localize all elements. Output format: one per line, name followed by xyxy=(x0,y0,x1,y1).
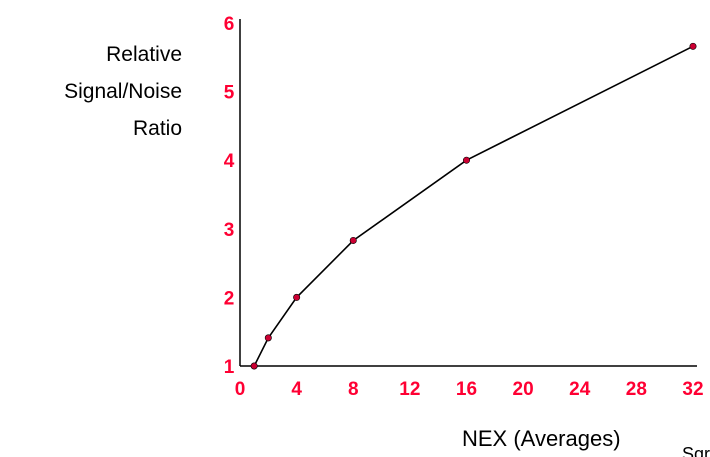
y-tick-label: 2 xyxy=(224,288,235,309)
annotation-text: Sqrt xyxy=(682,444,710,457)
y-axis-title-line-2: Signal/Noise xyxy=(64,80,182,103)
y-tick-label: 3 xyxy=(224,220,235,241)
y-tick-label: 4 xyxy=(224,151,235,172)
axes xyxy=(239,19,697,367)
data-point xyxy=(349,236,357,244)
x-tick-label: 32 xyxy=(682,379,703,400)
y-tick-label: 5 xyxy=(224,83,235,104)
x-tick-label: 12 xyxy=(399,379,420,400)
y-axis-title: Relative Signal/Noise Ratio xyxy=(64,43,182,140)
x-tick-label: 0 xyxy=(235,379,246,400)
y-tick-label: 1 xyxy=(224,357,235,378)
series-group xyxy=(250,42,697,370)
y-axis-title-line-1: Relative xyxy=(106,43,182,66)
x-tick-label: 16 xyxy=(456,379,477,400)
series-line xyxy=(253,45,694,367)
y-tick-label: 6 xyxy=(224,14,235,35)
data-point xyxy=(689,42,697,50)
data-point xyxy=(264,334,272,342)
data-point xyxy=(293,293,301,301)
x-axis-ticks: 0 4 8 12 16 20 24 28 32 xyxy=(235,379,704,400)
x-axis-title: NEX (Averages) xyxy=(462,426,621,451)
x-tick-label: 24 xyxy=(569,379,591,400)
data-point xyxy=(462,156,470,164)
y-axis-title-line-3: Ratio xyxy=(133,117,182,140)
x-tick-label: 28 xyxy=(626,379,647,400)
y-axis-ticks: 1 2 3 4 5 6 xyxy=(224,14,235,378)
x-tick-label: 4 xyxy=(291,379,302,400)
data-point xyxy=(250,362,258,370)
x-tick-label: 8 xyxy=(348,379,359,400)
x-tick-label: 20 xyxy=(513,379,534,400)
